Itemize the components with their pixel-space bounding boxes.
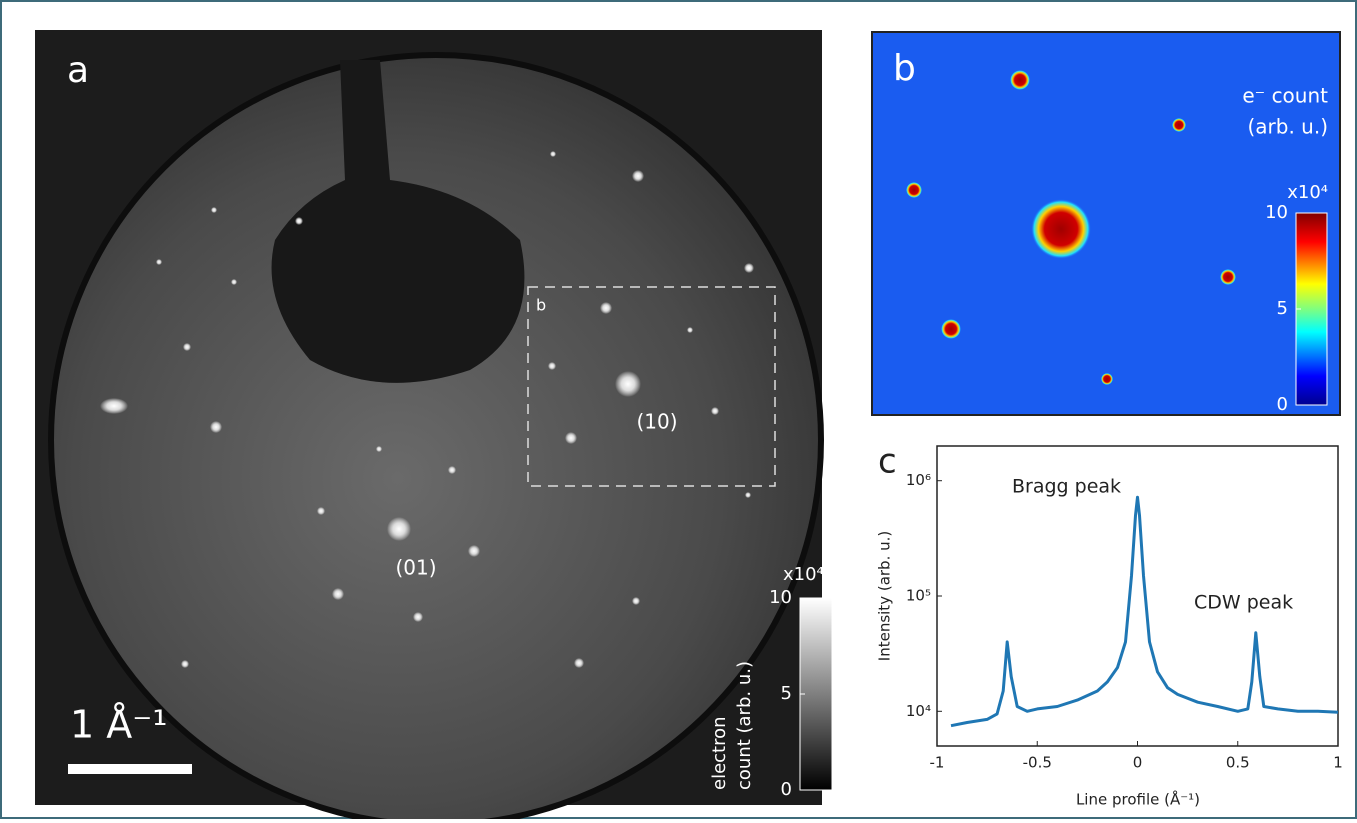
box-label: b: [536, 296, 546, 315]
annotation: Bragg peak: [1012, 476, 1121, 498]
legend-text: (arb. u.): [1247, 115, 1328, 139]
scale-bar-label: 1 Å⁻¹: [70, 703, 168, 747]
x-tick-label: -1: [930, 754, 945, 772]
y-tick-label: 10⁶: [906, 471, 931, 489]
colorbar-tick-label: 0: [781, 779, 792, 800]
colorbar-exponent: x10⁴: [1287, 182, 1328, 203]
colorbar-label: count (arb. u.): [734, 661, 755, 790]
page: a b (01) (10) 1 Å⁻¹ x10⁴ electron count …: [0, 0, 1357, 823]
panel-label: a: [67, 50, 89, 91]
y-tick-label: 10⁴: [906, 702, 931, 720]
y-tick-label: 10⁵: [906, 587, 931, 605]
colorbar-tick-label: 0: [1277, 394, 1288, 415]
scale-bar: [68, 764, 192, 774]
panel-label: c: [878, 442, 897, 482]
x-tick-label: -0.5: [1023, 754, 1052, 772]
y-axis-label: Intensity (arb. u.): [876, 531, 894, 661]
colorbar-tick-label: 5: [1277, 298, 1288, 319]
colorbar-tick-label: 5: [781, 683, 792, 704]
panel-label: b: [893, 48, 916, 89]
spot-label: (10): [636, 410, 677, 434]
x-axis-label: Line profile (Å⁻¹): [1076, 790, 1200, 809]
x-tick-label: 0.5: [1226, 754, 1250, 772]
colorbar-tick-label: 10: [1265, 202, 1288, 223]
annotation: CDW peak: [1194, 592, 1293, 614]
x-tick-label: 1: [1333, 754, 1343, 772]
spot-label: (01): [395, 556, 436, 580]
colorbar-tick-label: 10: [769, 587, 792, 608]
colorbar-exponent: x10⁴: [783, 564, 824, 585]
figure: a b (01) (10) 1 Å⁻¹ x10⁴ electron count …: [0, 0, 1357, 819]
legend-text: e⁻ count: [1242, 84, 1328, 108]
x-tick-label: 0: [1133, 754, 1143, 772]
colorbar-label: electron: [709, 716, 730, 790]
